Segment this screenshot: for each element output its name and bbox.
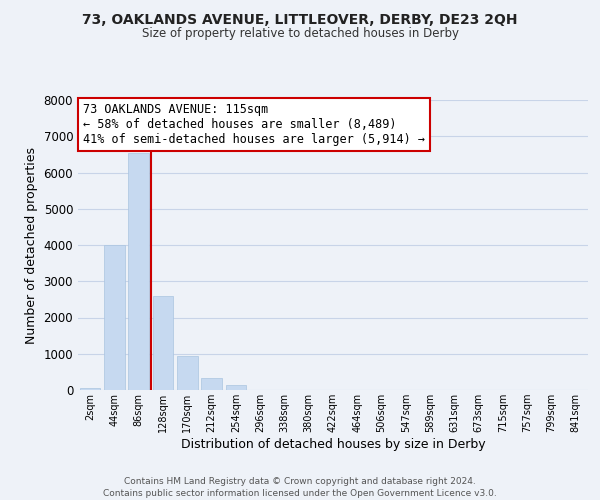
Bar — [128, 152, 149, 390]
Bar — [104, 245, 125, 390]
Bar — [80, 388, 100, 390]
Bar — [226, 386, 246, 390]
Bar — [177, 356, 197, 390]
Text: Size of property relative to detached houses in Derby: Size of property relative to detached ho… — [142, 28, 458, 40]
X-axis label: Distribution of detached houses by size in Derby: Distribution of detached houses by size … — [181, 438, 485, 451]
Bar — [152, 296, 173, 390]
Y-axis label: Number of detached properties: Number of detached properties — [25, 146, 38, 344]
Text: Contains public sector information licensed under the Open Government Licence v3: Contains public sector information licen… — [103, 489, 497, 498]
Text: Contains HM Land Registry data © Crown copyright and database right 2024.: Contains HM Land Registry data © Crown c… — [124, 478, 476, 486]
Bar — [201, 378, 222, 390]
Text: 73, OAKLANDS AVENUE, LITTLEOVER, DERBY, DE23 2QH: 73, OAKLANDS AVENUE, LITTLEOVER, DERBY, … — [82, 12, 518, 26]
Text: 73 OAKLANDS AVENUE: 115sqm
← 58% of detached houses are smaller (8,489)
41% of s: 73 OAKLANDS AVENUE: 115sqm ← 58% of deta… — [83, 103, 425, 146]
